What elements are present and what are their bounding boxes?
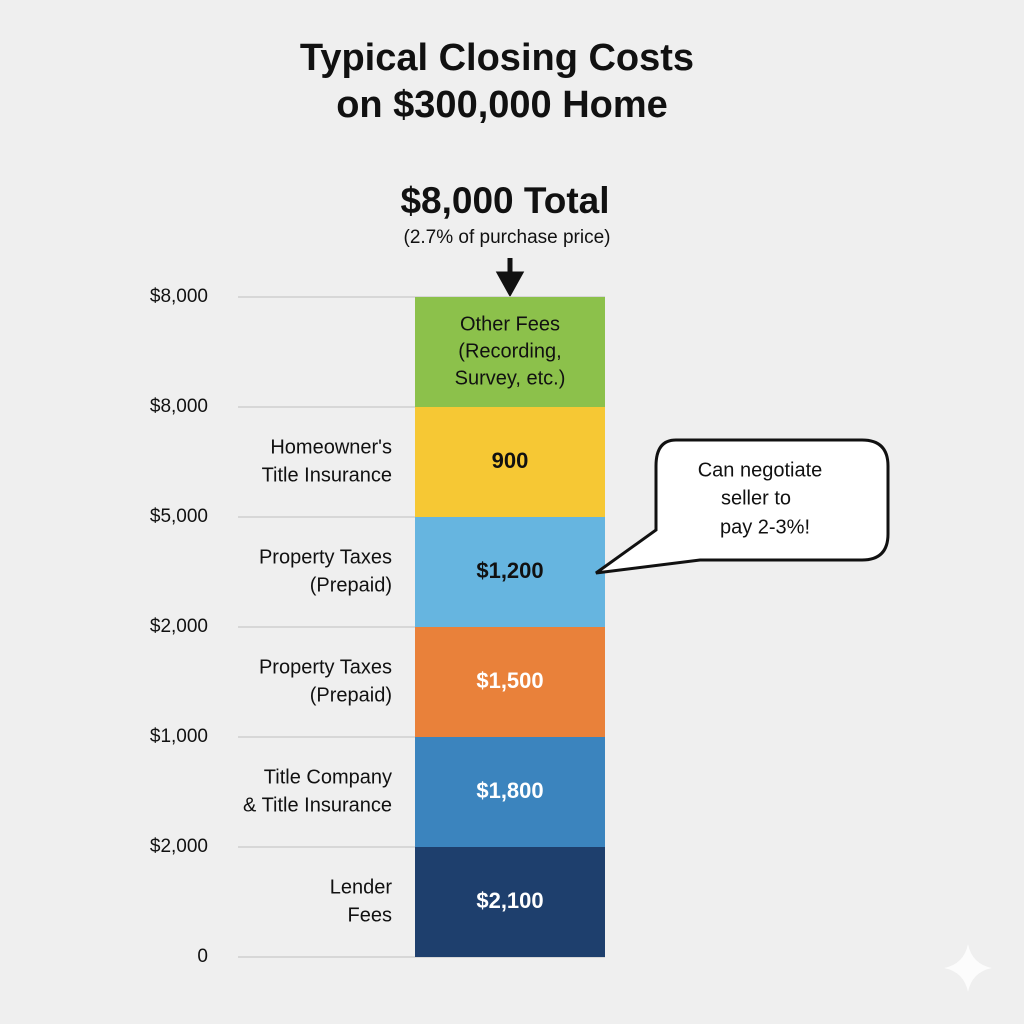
value-label: 900	[492, 448, 529, 473]
bar-segment	[415, 847, 605, 957]
segment-label: Property Taxes	[259, 656, 392, 678]
y-tick-label: 0	[197, 946, 208, 967]
y-tick-label: $8,000	[150, 286, 208, 307]
y-tick-label: $8,000	[150, 396, 208, 417]
y-tick-label: $5,000	[150, 506, 208, 527]
segment-label: Homeowner's	[270, 436, 392, 458]
bar-segment	[415, 297, 605, 407]
segment-inner-label: Other Fees	[460, 313, 560, 335]
chart-title: Typical Closing Costs	[300, 37, 694, 79]
callout-text: pay 2-3%!	[720, 516, 810, 538]
value-label: $1,500	[476, 668, 543, 693]
callout-text: seller to	[721, 487, 791, 509]
bar-segment	[415, 407, 605, 517]
value-label: $1,200	[476, 558, 543, 583]
segment-label: (Prepaid)	[310, 574, 392, 596]
y-tick-label: $2,000	[150, 616, 208, 637]
segment-inner-label: (Recording,	[458, 340, 561, 362]
chart-title: on $300,000 Home	[336, 84, 668, 126]
segment-label: Title Insurance	[262, 464, 392, 486]
arrow	[495, 258, 525, 298]
callout-bubble	[595, 438, 890, 575]
total-note: (2.7% of purchase price)	[404, 227, 611, 248]
bar-segment	[415, 737, 605, 847]
segment-label: Property Taxes	[259, 546, 392, 568]
value-label: $2,100	[476, 888, 543, 913]
y-tick-label: $2,000	[150, 836, 208, 857]
bar-segment	[415, 517, 605, 627]
segment-label: Fees	[348, 904, 392, 926]
segment-label: & Title Insurance	[243, 794, 392, 816]
segment-label: (Prepaid)	[310, 684, 392, 706]
y-tick-label: $1,000	[150, 726, 208, 747]
segment-label: Title Company	[264, 766, 392, 788]
total-label: $8,000 Total	[400, 180, 609, 221]
callout-text: Can negotiate	[698, 459, 823, 481]
segment-inner-label: Survey, etc.)	[455, 367, 566, 389]
value-label: $1,800	[476, 778, 543, 803]
bar-segment	[415, 627, 605, 737]
callout: Can negotiate seller to pay 2-3%!	[595, 438, 890, 575]
segment-label: Lender	[330, 876, 393, 898]
sparkle-icon	[944, 944, 992, 992]
stacked-bar: $2,100 Lender Fees $1,800 Title Company & Tit…	[243, 297, 605, 957]
